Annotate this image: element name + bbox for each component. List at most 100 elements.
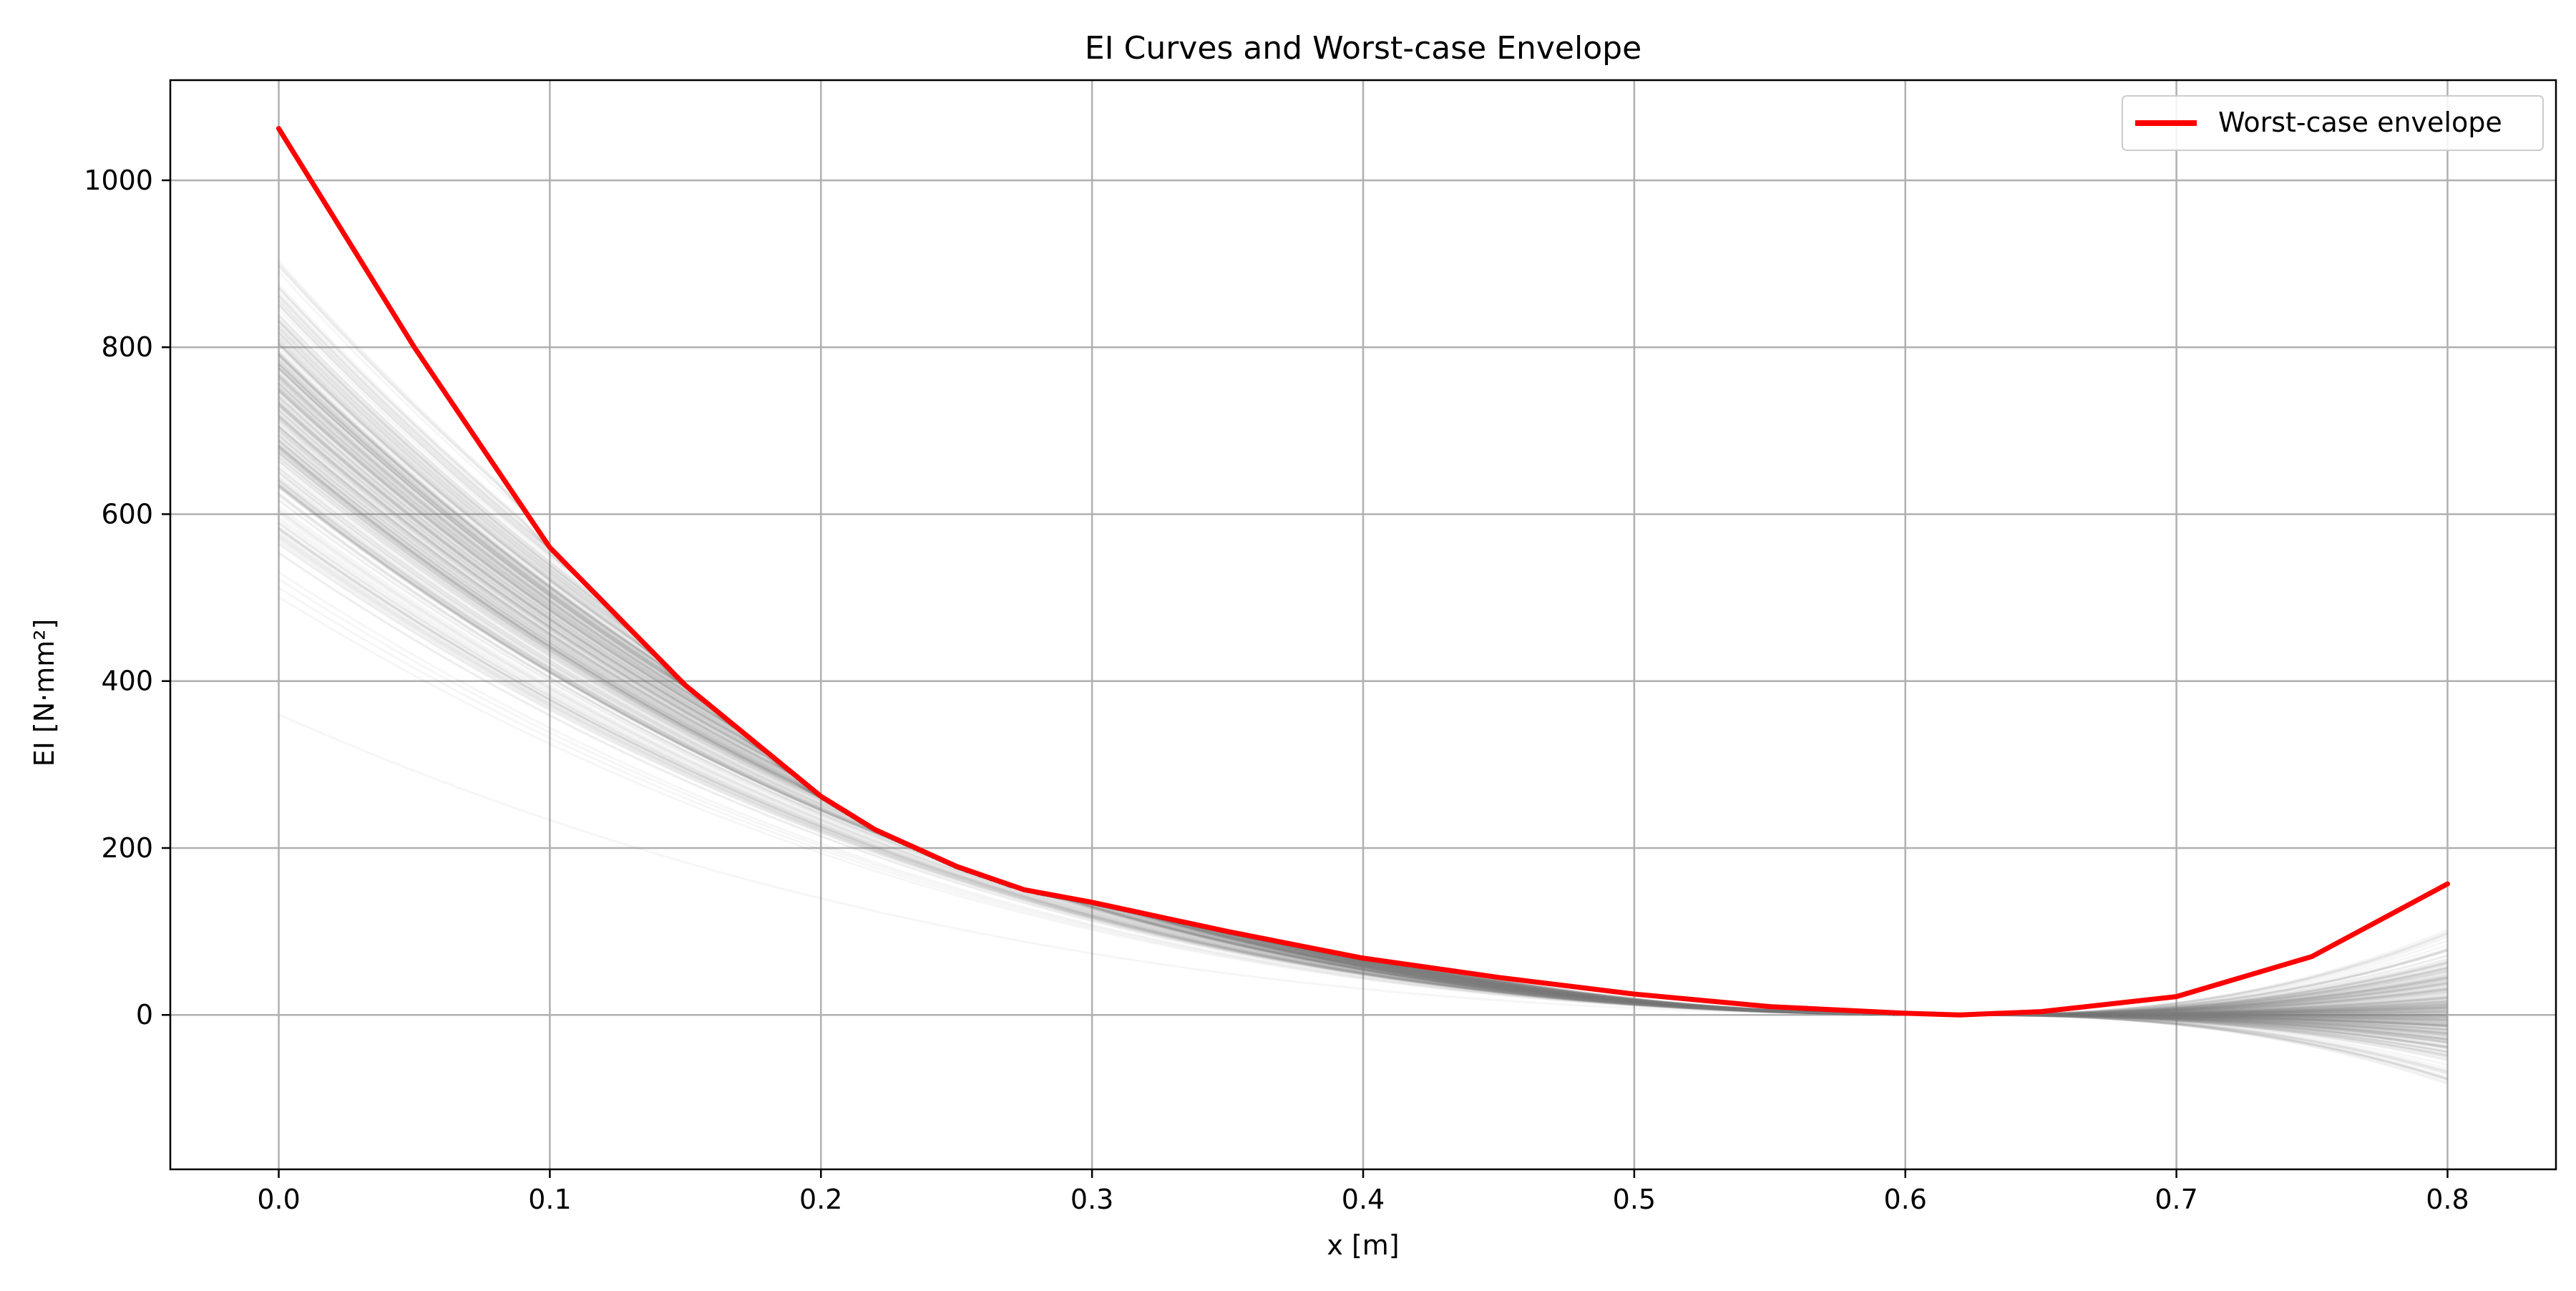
x-tick-label: 0.0 [257, 1184, 300, 1215]
sample-curve [278, 379, 2448, 1016]
sample-curve [278, 444, 2448, 1018]
sample-curve [278, 432, 2448, 1036]
sample-curve [278, 509, 2448, 1016]
sample-curve [278, 435, 2448, 1048]
sample-curve [278, 452, 2448, 1041]
sample-curve [278, 450, 2448, 1016]
sample-curve [278, 418, 2448, 1016]
sample-curve [278, 392, 2448, 1016]
sample-curve [278, 388, 2448, 1026]
axis-ticks: 0.0 0.1 0.2 0.3 0.4 0.5 0.6 0.7 0.8 0 200 400 600 800… [84, 165, 2469, 1215]
sample-curve [278, 439, 2448, 1016]
x-tick-label: 0.7 [2155, 1184, 2197, 1215]
sample-curve [278, 479, 2448, 1041]
sample-curve [278, 389, 2448, 1016]
sample-curve [278, 439, 2448, 1016]
sample-curve [278, 414, 2448, 1016]
sample-curve [278, 475, 2448, 1031]
sample-curve [278, 439, 2448, 1049]
sample-curve [278, 430, 2448, 1018]
sample-curve [278, 484, 2448, 1044]
sample-curve [278, 450, 2448, 1016]
sample-curve [278, 382, 2448, 1016]
sample-curve [278, 470, 2448, 1016]
sample-curve [278, 415, 2448, 1036]
sample-curve [278, 390, 2448, 1021]
sample-curve [278, 397, 2448, 1059]
sample-curve [278, 434, 2448, 1028]
sample-curve [278, 417, 2448, 1016]
sample-curve [278, 424, 2448, 1016]
sample-curve [278, 386, 2448, 1048]
sample-curve [278, 479, 2448, 1016]
sample-curve [278, 430, 2448, 1025]
y-tick-label: 1000 [84, 165, 153, 196]
sample-curve [278, 448, 2448, 1016]
envelope-layer [276, 126, 2450, 1018]
sample-curve [278, 512, 2448, 1016]
sample-curve [278, 426, 2448, 1016]
sample-curve [278, 444, 2448, 1016]
sample-curve [278, 518, 2448, 1016]
sample-curve [278, 447, 2448, 1016]
sample-curve [278, 535, 2448, 1020]
sample-curve [278, 445, 2448, 1016]
envelope-line [276, 126, 2450, 1018]
sample-curve [278, 404, 2448, 1066]
sample-curve [278, 448, 2448, 1016]
sample-curve [278, 387, 2449, 1016]
sample-curve [278, 444, 2448, 1016]
sample-curve [278, 409, 2448, 1016]
sample-curve [278, 482, 2448, 1048]
sample-curve [278, 381, 2448, 1016]
sample-curve [278, 414, 2448, 1016]
legend-box [2122, 95, 2544, 151]
sample-curve [278, 532, 2448, 1016]
sample-curve [278, 397, 2448, 1019]
sample-curve [278, 441, 2448, 1061]
sample-curve [278, 391, 2448, 1049]
x-tick-label: 0.4 [1342, 1184, 1385, 1215]
sample-curve [278, 386, 2448, 1016]
sample-curve [278, 527, 2448, 1024]
sample-curve [278, 460, 2448, 1016]
sample-curve [278, 394, 2448, 1027]
sample-curve [278, 389, 2448, 1016]
sample-curve [278, 498, 2448, 1016]
sample-curve [278, 448, 2448, 1016]
sample-curve [278, 440, 2448, 1016]
sample-curve [278, 383, 2448, 1042]
y-tick-label: 800 [101, 331, 153, 363]
sample-curve [278, 433, 2448, 1016]
sample-curve [278, 551, 2448, 1016]
sample-curve [278, 552, 2448, 1049]
sample-curve [278, 522, 2448, 1016]
x-tick-label: 0.3 [1070, 1184, 1113, 1215]
sample-curve [278, 428, 2448, 1016]
sample-curve [278, 516, 2448, 1016]
y-tick-label: 400 [101, 666, 153, 697]
sample-curve [278, 424, 2448, 1021]
sample-curve [278, 486, 2448, 1016]
sample-curve [278, 442, 2448, 1031]
sample-curve [278, 421, 2448, 1016]
sample-curve [278, 447, 2448, 1016]
sample-curve [278, 492, 2448, 1016]
sample-curve [278, 528, 2448, 1053]
sample-curve [278, 386, 2448, 1016]
sample-curve [278, 448, 2448, 1018]
sample-curve [278, 486, 2448, 1019]
sample-curve [278, 500, 2448, 1016]
sample-curve [278, 460, 2448, 1036]
sample-curve [278, 484, 2448, 1016]
sample-curve [278, 472, 2448, 1016]
sample-curve [278, 396, 2448, 1031]
sample-curve [278, 459, 2448, 1037]
sample-curve [278, 437, 2448, 1016]
sample-curve [278, 482, 2448, 1016]
sample-curve [278, 401, 2448, 1023]
sample-curve [278, 395, 2448, 1016]
sample-curve [278, 401, 2448, 1027]
